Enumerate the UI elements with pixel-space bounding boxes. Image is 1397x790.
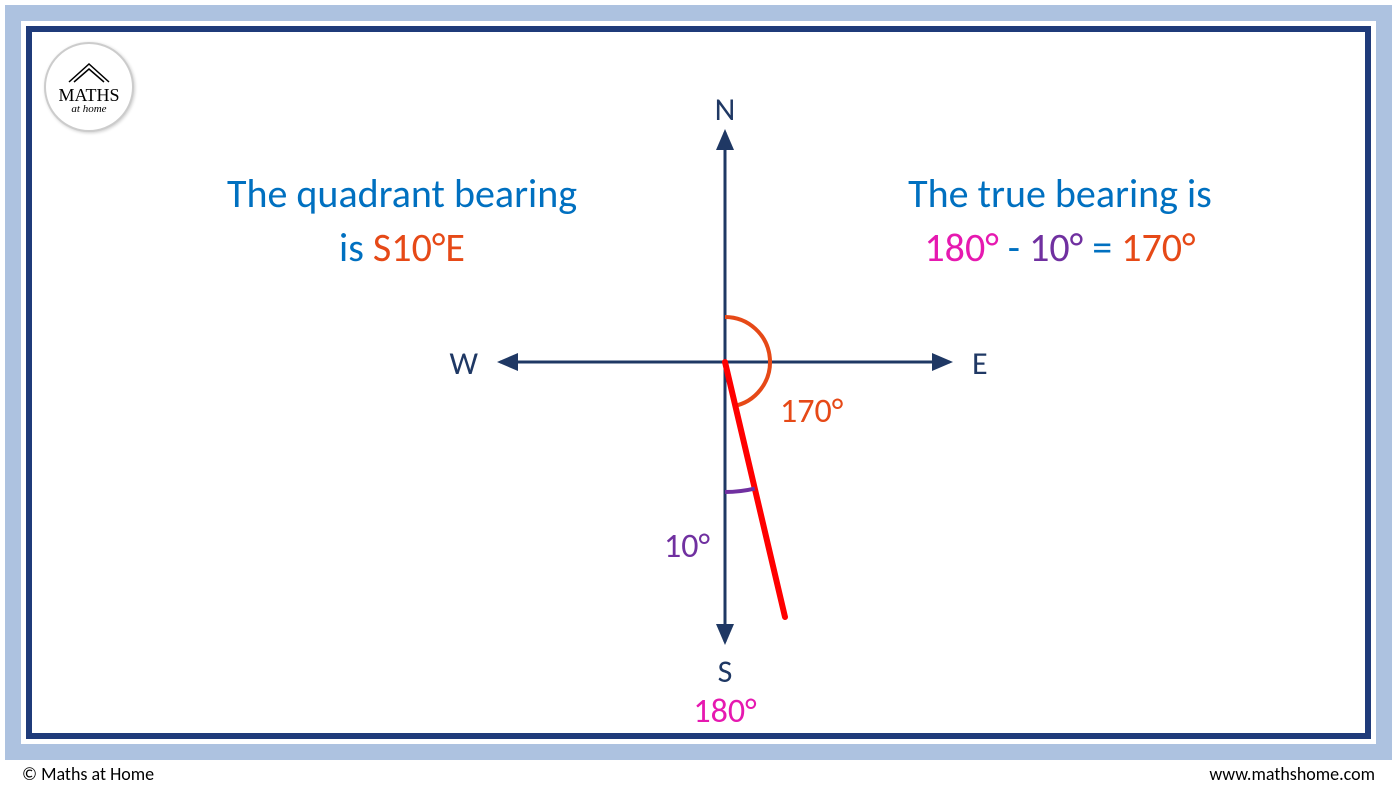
- compass-diagram: N S E W 180° 170° 10°: [32, 32, 1365, 733]
- copyright-text: © Maths at Home: [22, 763, 154, 785]
- svg-text:N: N: [715, 90, 736, 129]
- website-text: www.mathshome.com: [1209, 763, 1375, 785]
- svg-text:S: S: [718, 652, 733, 691]
- svg-text:10°: 10°: [664, 526, 710, 567]
- svg-text:180°: 180°: [693, 691, 756, 732]
- svg-text:E: E: [972, 344, 988, 383]
- svg-text:W: W: [450, 344, 479, 383]
- svg-text:170°: 170°: [780, 391, 843, 432]
